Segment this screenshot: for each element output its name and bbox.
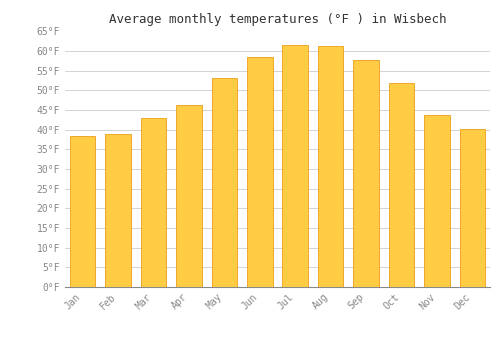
Bar xyxy=(282,45,308,287)
Bar xyxy=(106,134,131,287)
Bar xyxy=(247,57,272,287)
Bar xyxy=(212,78,237,287)
Bar xyxy=(176,105,202,287)
Bar xyxy=(424,115,450,287)
Bar xyxy=(70,136,96,287)
Bar xyxy=(318,46,344,287)
Bar xyxy=(354,60,379,287)
Bar xyxy=(388,83,414,287)
Title: Average monthly temperatures (°F ) in Wisbech: Average monthly temperatures (°F ) in Wi… xyxy=(109,13,446,26)
Bar xyxy=(460,128,485,287)
Bar xyxy=(141,118,167,287)
